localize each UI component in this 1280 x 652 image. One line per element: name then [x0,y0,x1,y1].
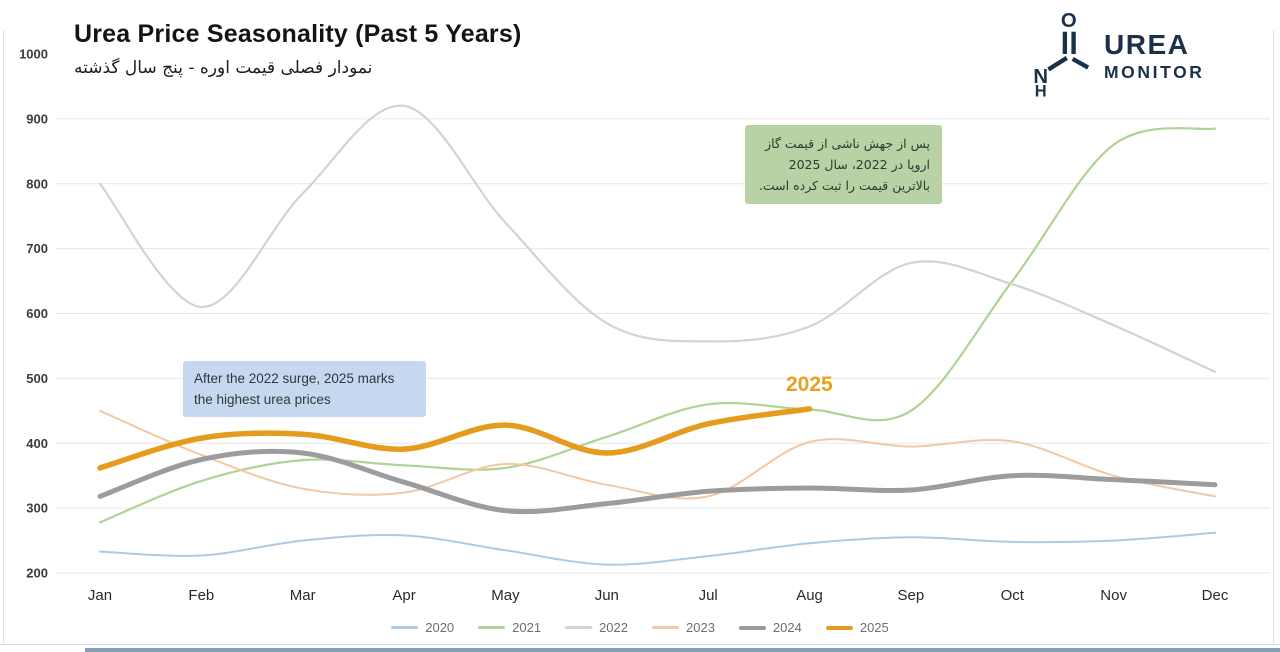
legend-swatch-2024 [738,625,766,630]
legend-item-2023: 2023 [652,620,715,635]
x-tick-label-Jul: Jul [699,587,718,604]
page-subtitle-farsi: نمودار فصلی قیمت اوره - پنج سال گذشته [74,58,373,78]
x-tick-label-Mar: Mar [290,587,316,604]
svg-text:O: O [1061,10,1077,32]
legend-label: 2021 [512,620,542,635]
logo-line-urea: UREA [1104,29,1190,61]
legend-item-2021: 2021 [478,620,541,635]
legend-item-2020: 2020 [391,620,454,635]
x-tick-label-Sep: Sep [898,587,925,604]
series-end-label-2025: 2025 [786,373,833,396]
y-tick-label-200: 200 [26,566,48,581]
svg-text:H: H [1035,83,1047,98]
legend-label: 2023 [686,620,715,635]
x-tick-label-Jun: Jun [595,587,619,604]
y-tick-label-300: 300 [26,501,48,516]
x-tick-label-Aug: Aug [796,587,823,604]
x-tick-label-May: May [491,587,520,604]
series-line-2021 [98,127,1217,524]
legend-swatch-2021 [478,626,506,629]
legend-swatch-2023 [652,626,679,629]
y-tick-label-400: 400 [26,436,48,451]
legend-item-2025: 2025 [825,620,889,635]
series-line-2025 [97,406,813,471]
legend-swatch-2025 [825,625,853,630]
right-border [1273,30,1274,645]
series-line-2023 [99,409,1216,500]
left-border [3,30,4,645]
y-tick-label-800: 800 [26,176,48,191]
logo-wordmark: UREA MONITOR [1104,31,1205,82]
legend-label: 2024 [772,620,802,635]
page-title: Urea Price Seasonality (Past 5 Years) [74,20,522,48]
chart-legend: 2020 2021 2022 2023 2024 2025 [0,620,1280,635]
annotation-english: After the 2022 surge, 2025 marks the hig… [183,361,426,417]
x-tick-label-Feb: Feb [188,587,214,604]
logo-line-monitor: MONITOR [1104,62,1205,83]
legend-label: 2022 [599,620,628,635]
x-tick-label-Jan: Jan [88,587,112,604]
bottom-border-line [0,644,1280,645]
legend-swatch-2020 [391,626,419,629]
y-tick-label-900: 900 [26,111,48,126]
x-tick-label-Dec: Dec [1202,587,1229,604]
legend-label: 2020 [425,620,455,635]
annotation-farsi: پس از جهش ناشی از قیمت گاز اروپا در 2022… [745,125,942,204]
series-line-2020 [99,531,1216,566]
legend-label: 2025 [859,620,889,635]
x-tick-label-Nov: Nov [1100,587,1127,604]
urea-molecule-icon: O N H [1030,10,1092,103]
legend-swatch-2022 [565,626,593,629]
y-tick-label-600: 600 [26,306,48,321]
legend-item-2022: 2022 [565,620,628,635]
y-tick-label-700: 700 [26,241,48,256]
urea-monitor-logo: O N H UREA MONITOR [1030,10,1205,103]
y-tick-label-500: 500 [26,371,48,386]
bottom-bar [85,648,1280,652]
series-line-2024 [97,448,1218,515]
svg-text:N: N [1033,66,1048,88]
x-tick-label-Oct: Oct [1001,587,1025,604]
y-tick-label-1000: 1000 [19,47,48,62]
x-tick-label-Apr: Apr [392,587,415,604]
legend-item-2024: 2024 [738,620,802,635]
series-line-2022 [98,104,1217,373]
